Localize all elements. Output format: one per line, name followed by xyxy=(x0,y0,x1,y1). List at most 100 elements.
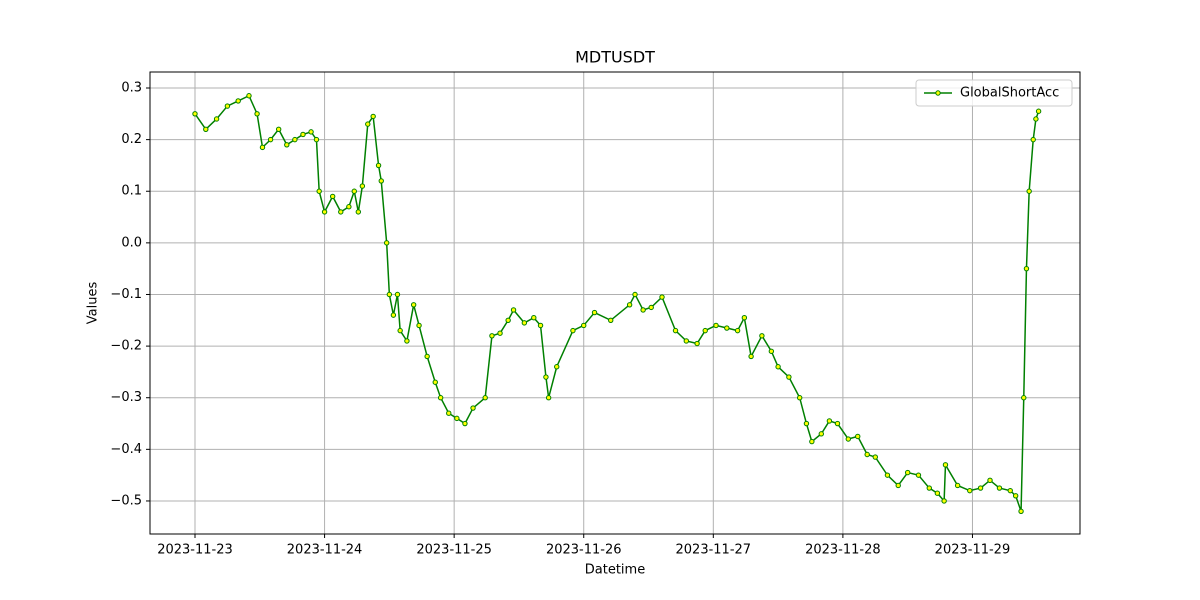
data-point xyxy=(672,327,679,334)
data-point xyxy=(383,240,390,246)
data-point xyxy=(864,451,870,458)
data-point xyxy=(246,93,252,99)
data-point xyxy=(926,485,932,491)
data-point xyxy=(510,307,517,313)
x-tick-label: 2023-11-26 xyxy=(546,543,622,558)
data-point xyxy=(904,469,911,476)
data-point xyxy=(954,482,961,489)
data-point xyxy=(537,322,544,329)
data-point xyxy=(818,431,824,437)
data-point xyxy=(786,374,792,380)
data-point xyxy=(254,111,260,117)
data-point xyxy=(505,317,511,323)
data-point xyxy=(545,395,552,401)
data-point xyxy=(1018,508,1024,514)
data-point xyxy=(855,433,861,440)
legend-marker xyxy=(935,90,941,96)
data-point xyxy=(346,204,352,210)
data-point xyxy=(834,420,841,427)
data-point xyxy=(235,98,241,104)
y-tick-label: 0.0 xyxy=(121,235,142,250)
y-tick-label: 0.3 xyxy=(121,81,142,96)
data-point xyxy=(659,294,665,300)
y-tick-label: −0.1 xyxy=(110,287,142,302)
data-point xyxy=(313,136,320,143)
data-point xyxy=(300,131,306,138)
data-point xyxy=(1023,265,1030,272)
data-point xyxy=(521,320,528,326)
data-point xyxy=(359,183,366,189)
x-axis-label: Datetime xyxy=(585,563,645,578)
data-point xyxy=(775,364,781,370)
y-tick-label: −0.5 xyxy=(110,493,142,508)
data-point xyxy=(748,353,754,360)
data-point xyxy=(378,178,384,184)
data-point xyxy=(365,121,371,127)
data-point xyxy=(386,291,393,298)
data-point xyxy=(724,325,730,331)
data-point xyxy=(213,116,220,122)
data-point xyxy=(482,395,488,401)
data-point xyxy=(796,395,803,401)
data-point xyxy=(462,420,468,427)
data-point xyxy=(934,490,941,496)
data-point xyxy=(416,322,422,329)
data-point xyxy=(437,395,444,401)
data-point xyxy=(404,338,410,344)
data-point xyxy=(275,126,282,132)
data-point xyxy=(432,379,438,385)
data-point xyxy=(390,312,397,318)
y-tick-label: −0.2 xyxy=(110,339,142,354)
data-point xyxy=(203,126,209,132)
data-point xyxy=(942,462,949,468)
data-point xyxy=(759,333,765,339)
x-tick-label: 2023-11-24 xyxy=(287,543,363,558)
data-point xyxy=(1030,136,1036,143)
data-point xyxy=(292,136,298,143)
data-point xyxy=(192,111,198,117)
data-point xyxy=(803,420,810,427)
y-tick-label: −0.4 xyxy=(110,442,142,457)
data-point xyxy=(683,338,690,344)
y-axis-label: Values xyxy=(86,282,101,325)
data-point xyxy=(570,327,576,334)
data-point xyxy=(702,327,708,334)
chart-title: MDTUSDT xyxy=(575,48,655,67)
x-tick-label: 2023-11-25 xyxy=(416,543,492,558)
data-point xyxy=(640,307,646,313)
plot-frame xyxy=(149,71,1081,535)
data-point xyxy=(915,472,922,478)
data-point xyxy=(497,330,503,336)
data-point xyxy=(826,418,833,424)
data-point xyxy=(329,193,336,200)
y-tick-label: 0.1 xyxy=(121,184,142,199)
data-point xyxy=(1021,395,1027,401)
data-point xyxy=(581,322,587,329)
data-point xyxy=(410,302,417,308)
data-point xyxy=(355,209,362,215)
x-tick-label: 2023-11-28 xyxy=(805,543,881,558)
data-point xyxy=(768,348,775,354)
data-point xyxy=(632,291,638,298)
data-point xyxy=(694,340,700,347)
data-point xyxy=(967,487,973,494)
data-point xyxy=(554,364,560,370)
data-point xyxy=(845,436,851,442)
data-point xyxy=(224,103,231,109)
data-point xyxy=(809,438,815,445)
data-point xyxy=(489,333,495,339)
data-point xyxy=(308,129,314,135)
data-point xyxy=(424,353,430,360)
data-point xyxy=(884,472,891,478)
data-point xyxy=(370,113,376,120)
data-point xyxy=(713,322,719,329)
data-point xyxy=(531,315,537,321)
data-point xyxy=(895,482,901,489)
data-point xyxy=(321,209,328,215)
data-point xyxy=(1026,188,1032,194)
data-point xyxy=(1035,108,1042,114)
data-point xyxy=(648,304,654,311)
data-point xyxy=(996,485,1003,491)
data-point xyxy=(741,315,748,321)
